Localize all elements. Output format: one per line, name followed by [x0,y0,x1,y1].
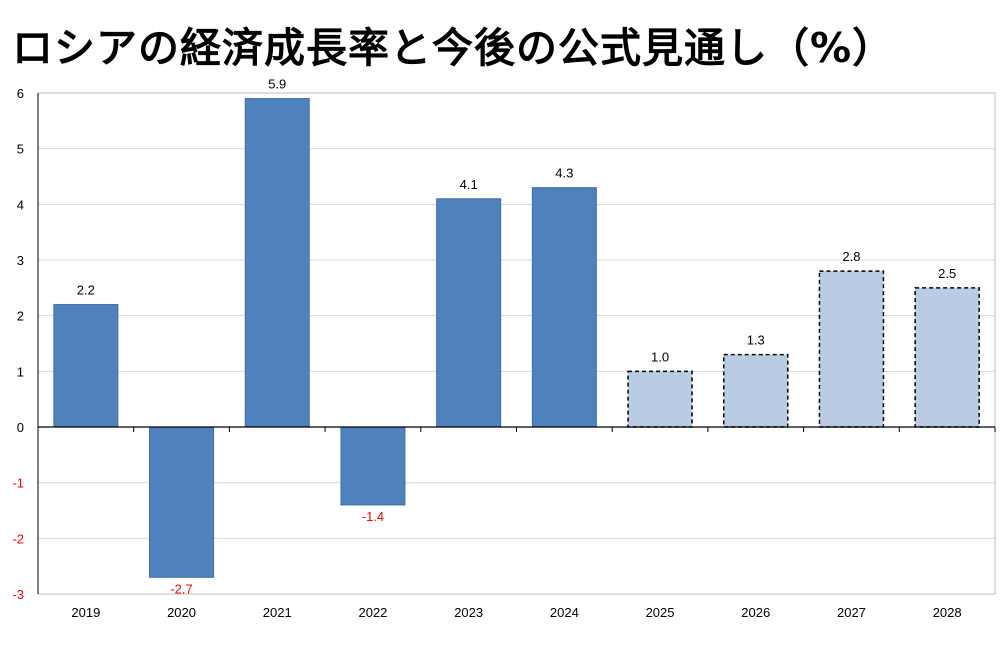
y-tick-label: 1 [17,364,24,379]
x-tick-label: 2022 [358,605,387,620]
data-label: 4.1 [460,177,478,192]
y-tick-label: 3 [17,253,24,268]
data-label: 2.8 [842,249,860,264]
x-tick-label: 2024 [550,605,579,620]
bar [340,426,406,506]
y-tick-label: 2 [17,309,24,324]
forecast-bar [723,353,789,428]
y-tick-label: -2 [12,531,24,546]
x-tick-label: 2027 [837,605,866,620]
bar [531,187,597,428]
data-label: -1.4 [362,509,384,524]
y-tick-label: 0 [17,420,24,435]
data-label: 1.3 [747,333,765,348]
chart-title: ロシアの経済成長率と今後の公式見通し（%） [12,24,895,72]
y-tick-label: 5 [17,142,24,157]
forecast-bar [914,287,980,428]
y-tick-label: 6 [17,86,24,101]
x-tick-label: 2019 [71,605,100,620]
x-tick-label: 2020 [167,605,196,620]
data-label: 2.5 [938,266,956,281]
y-tick-label: 4 [17,197,24,212]
bar [53,304,119,428]
data-label: 4.3 [555,166,573,181]
bar [436,198,502,428]
x-tick-label: 2028 [933,605,962,620]
bar [149,426,215,578]
y-tick-label: -1 [12,476,24,491]
x-tick-label: 2023 [454,605,483,620]
bar [244,98,310,428]
x-tick-label: 2021 [263,605,292,620]
x-tick-label: 2026 [741,605,770,620]
data-label: 2.2 [77,283,95,298]
data-label: 1.0 [651,349,669,364]
data-label: 5.9 [268,77,286,92]
forecast-bar [627,370,693,428]
data-label: -2.7 [170,581,192,596]
y-tick-label: -3 [12,587,24,602]
x-tick-label: 2025 [646,605,675,620]
forecast-bar [818,270,885,428]
